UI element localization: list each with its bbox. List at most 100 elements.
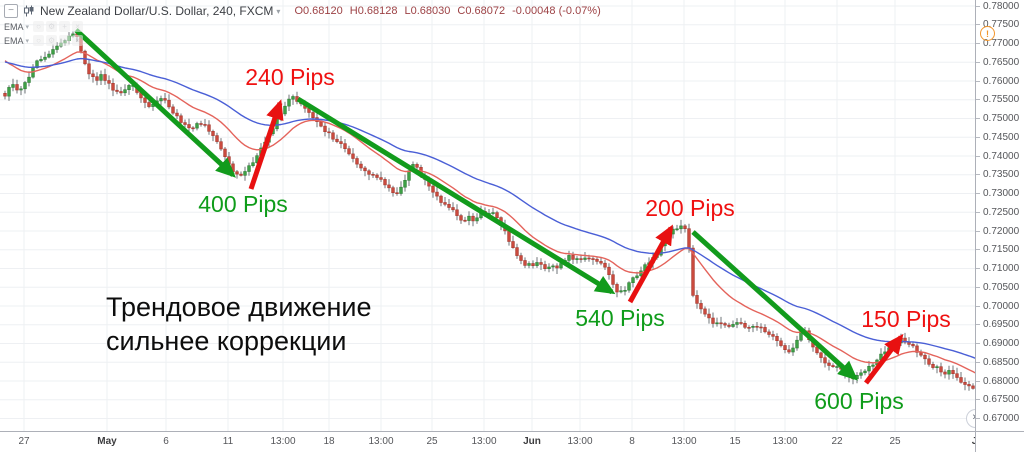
trend-note-annotation[interactable]: Трендовое движение сильнее коррекции xyxy=(106,290,372,358)
price-axis-label: 0.67500 xyxy=(976,394,1019,405)
price-tick-mark xyxy=(976,230,980,232)
price-tick-mark xyxy=(976,361,980,363)
pips-label[interactable]: 600 Pips xyxy=(814,388,904,414)
close-icon[interactable]: × xyxy=(72,21,84,32)
EMA-slow-line[interactable] xyxy=(4,57,975,363)
correction-arrow[interactable] xyxy=(627,224,674,304)
high-value: H0.68128 xyxy=(349,5,398,17)
price-tick-mark xyxy=(976,61,980,63)
price-axis-label: 0.75500 xyxy=(976,94,1019,105)
add-icon[interactable]: + xyxy=(59,21,71,32)
change-value: -0.00048 (-0.07%) xyxy=(512,5,601,17)
time-axis-label: 6 xyxy=(163,436,169,447)
time-axis-label: 18 xyxy=(323,436,335,447)
price-tick-mark xyxy=(976,324,980,326)
price-axis[interactable]: 0.78000 0.77500 0.77000 0.76500 0.76000 0.755… xyxy=(975,0,1024,431)
symbol-dropdown-caret-icon[interactable]: ▾ xyxy=(276,6,281,16)
price-tick-mark xyxy=(976,193,980,194)
symbol-title[interactable]: New Zealand Dollar/U.S. Dollar, 240, FXC… xyxy=(40,4,274,18)
price-axis-label: 0.73000 xyxy=(976,188,1019,199)
eye-icon[interactable]: ○ xyxy=(33,21,45,32)
trend-arrow[interactable] xyxy=(691,230,858,381)
price-axis-label: 0.71500 xyxy=(976,244,1019,255)
time-axis-label: 25 xyxy=(426,436,438,447)
price-tick-mark xyxy=(976,418,980,419)
price-tick-mark xyxy=(976,268,980,269)
axis-corner xyxy=(975,431,1024,452)
price-tick-mark xyxy=(976,99,980,101)
pips-label[interactable]: 150 Pips xyxy=(861,306,951,332)
chart-legend: − New Zealand Dollar/U.S. Dollar, 240, F… xyxy=(4,3,608,47)
price-axis-label: 0.74500 xyxy=(976,132,1019,143)
indicator-label[interactable]: EMA xyxy=(4,35,24,46)
EMA-fast-line[interactable] xyxy=(4,51,975,379)
time-axis-label: 25 xyxy=(889,436,901,447)
price-tick-mark xyxy=(976,24,980,26)
price-axis-label: 0.69500 xyxy=(976,319,1019,330)
time-axis-label: 11 xyxy=(222,436,234,447)
price-axis-label: 0.77000 xyxy=(976,38,1019,49)
time-axis-label: 22 xyxy=(831,436,843,447)
price-tick-mark xyxy=(976,380,980,382)
close-value: C0.68072 xyxy=(457,5,506,17)
time-axis-label: 13:00 xyxy=(368,436,394,447)
time-axis-label: 8 xyxy=(629,436,635,447)
close-icon[interactable]: × xyxy=(72,35,84,46)
time-axis-label: May xyxy=(97,436,117,447)
price-tick-mark xyxy=(976,211,980,213)
price-tick-mark xyxy=(976,5,980,7)
price-tick-mark xyxy=(976,155,980,157)
price-tick-mark xyxy=(976,399,980,401)
candlestick-chart[interactable]: 240 Pips 400 Pips 200 Pips 540 Pips 150 Pips… xyxy=(0,0,975,431)
pips-label[interactable]: 400 Pips xyxy=(198,191,288,217)
gear-icon[interactable]: ⚙ xyxy=(46,21,58,32)
open-value: O0.68120 xyxy=(294,5,343,17)
symbol-legend-row: − New Zealand Dollar/U.S. Dollar, 240, F… xyxy=(4,3,608,19)
price-tick-mark xyxy=(976,80,980,82)
candlestick-style-icon[interactable] xyxy=(23,5,35,17)
time-axis-label: 13:00 xyxy=(567,436,593,447)
pips-label[interactable]: 540 Pips xyxy=(575,305,665,331)
time-axis-label: 15 xyxy=(729,436,741,447)
indicator-caret-icon[interactable]: ▾ xyxy=(25,23,30,31)
price-axis-label: 0.78000 xyxy=(976,1,1019,12)
correction-arrow[interactable] xyxy=(864,333,904,385)
price-axis-label: 0.77500 xyxy=(976,19,1019,30)
chart-plot-area[interactable]: 240 Pips 400 Pips 200 Pips 540 Pips 150 Pips… xyxy=(0,0,975,431)
time-axis[interactable]: 27 May 6 11 13:00 18 13:00 25 13:00 Jun 13:00 8 13:0… xyxy=(0,431,986,452)
price-axis-label: 0.69000 xyxy=(976,338,1019,349)
pips-label[interactable]: 200 Pips xyxy=(645,195,735,221)
price-axis-label: 0.70000 xyxy=(976,301,1019,312)
indicator-caret-icon[interactable]: ▾ xyxy=(25,37,30,45)
pips-label[interactable]: 240 Pips xyxy=(245,64,335,90)
time-axis-label: 27 xyxy=(18,436,30,447)
trend-arrow[interactable] xyxy=(296,96,616,295)
indicator-label[interactable]: EMA xyxy=(4,21,24,32)
price-axis-label: 0.74000 xyxy=(976,151,1019,162)
price-axis-label: 0.75000 xyxy=(976,113,1019,124)
price-tick-mark xyxy=(976,249,980,251)
price-axis-label: 0.68000 xyxy=(976,376,1019,387)
price-axis-label: 0.71000 xyxy=(976,263,1019,274)
price-axis-label: 0.76000 xyxy=(976,76,1019,87)
correction-arrow[interactable] xyxy=(248,99,284,190)
eye-icon[interactable]: ○ xyxy=(33,35,45,46)
low-value: L0.68030 xyxy=(404,5,451,17)
time-axis-label: 13:00 xyxy=(671,436,697,447)
trend-arrow[interactable] xyxy=(74,28,236,178)
indicator-row-ema-2: EMA ▾ ○ ⚙ + × xyxy=(4,34,608,47)
price-tick-mark xyxy=(976,174,980,176)
add-icon[interactable]: + xyxy=(59,35,71,46)
price-tick-mark xyxy=(976,118,980,119)
price-tick-mark xyxy=(976,43,980,44)
data-warning-icon[interactable]: ! xyxy=(980,26,995,41)
ohlc-values: O0.68120 H0.68128 L0.68030 C0.68072 -0.00048… xyxy=(294,5,607,17)
gear-icon[interactable]: ⚙ xyxy=(46,35,58,46)
price-axis-label: 0.68500 xyxy=(976,357,1019,368)
legend-collapse-icon[interactable]: − xyxy=(4,4,18,18)
price-tick-mark xyxy=(976,305,980,307)
price-tick-mark xyxy=(976,343,980,344)
price-axis-label: 0.76500 xyxy=(976,57,1019,68)
price-tick-mark xyxy=(976,286,980,288)
